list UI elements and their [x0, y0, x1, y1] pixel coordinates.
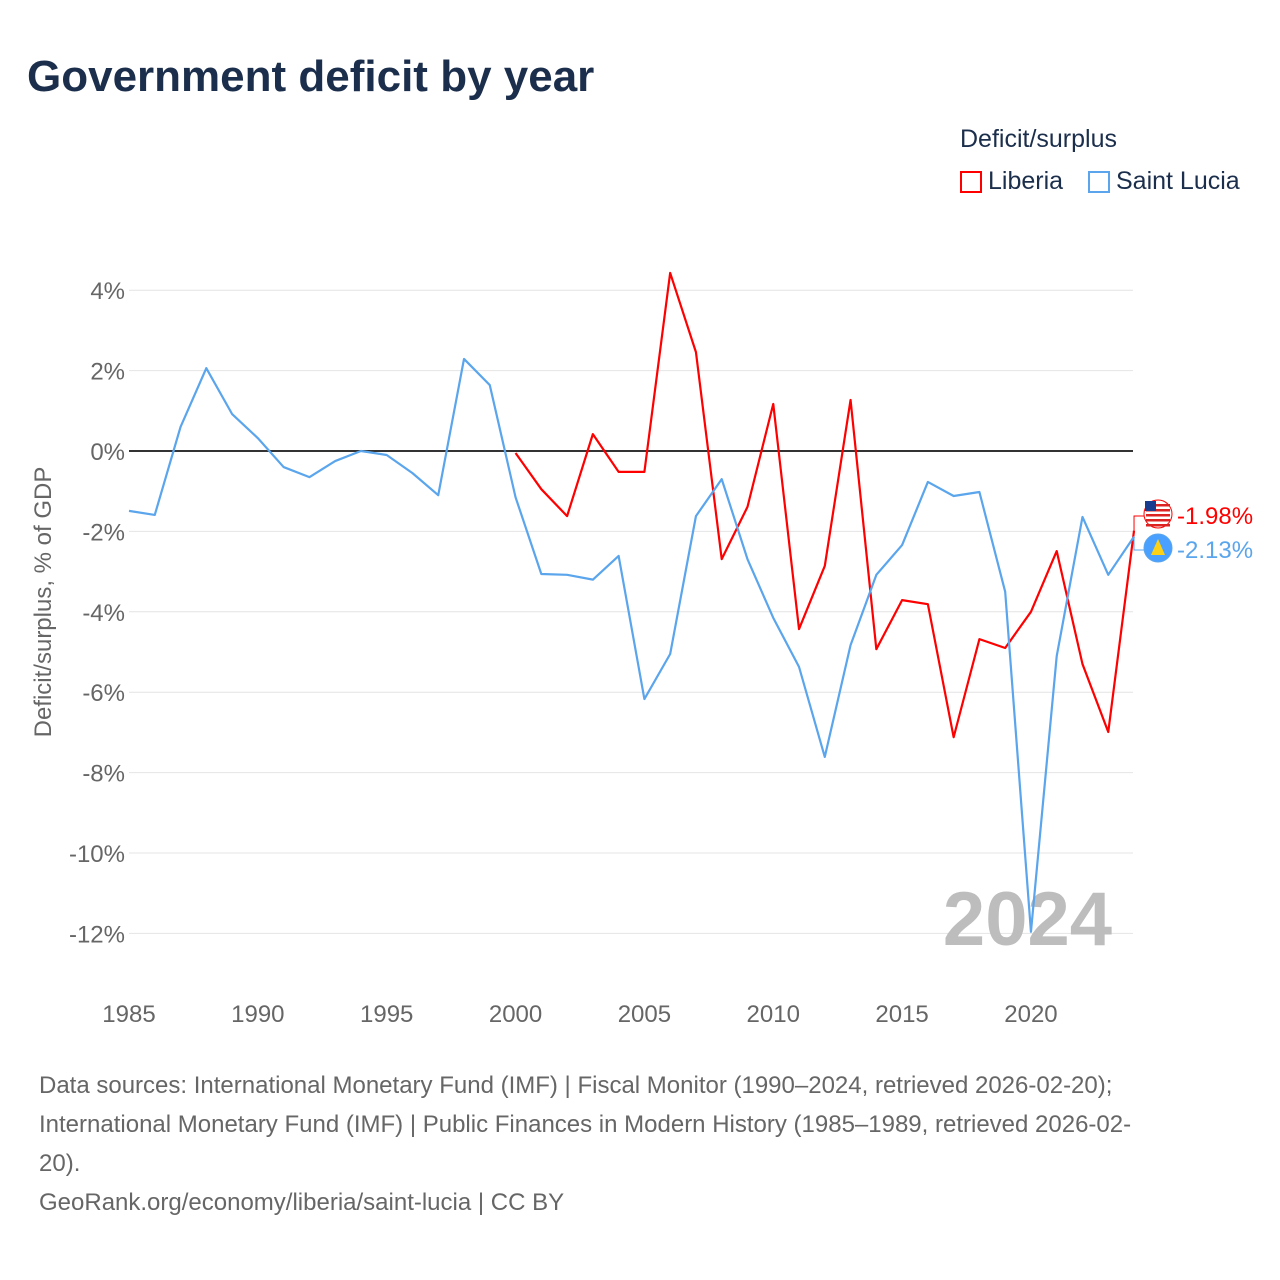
y-tick-label: -4% — [82, 600, 125, 627]
x-tick-label: 1985 — [102, 1001, 155, 1028]
legend-label: Liberia — [988, 167, 1064, 195]
legend-title: Deficit/surplus — [960, 125, 1117, 153]
x-tick-label: 1995 — [360, 1001, 413, 1028]
flag-triangle — [1151, 539, 1165, 555]
x-tick-label: 2005 — [618, 1001, 671, 1028]
x-tick-label: 2015 — [875, 1001, 928, 1028]
end-label-connector — [1133, 536, 1144, 551]
x-tick-label: 2010 — [747, 1001, 800, 1028]
series-line-liberia — [514, 271, 1136, 739]
end-value-label: -1.98% — [1177, 503, 1253, 530]
x-tick-label: 2000 — [489, 1001, 542, 1028]
flag-stripe — [1146, 524, 1170, 527]
source-line: Data sources: International Monetary Fun… — [39, 1072, 1113, 1099]
flag-stripe — [1146, 509, 1170, 512]
x-tick-label: 2020 — [1004, 1001, 1057, 1028]
flag-stripe — [1146, 514, 1170, 517]
footer-sources: Data sources: International Monetary Fun… — [39, 1066, 1239, 1222]
flag-stripe — [1146, 519, 1170, 522]
y-tick-label: 0% — [90, 439, 125, 466]
y-tick-label: 2% — [90, 359, 125, 386]
y-axis-label: Deficit/surplus, % of GDP — [30, 467, 57, 738]
legend-label: Saint Lucia — [1116, 167, 1240, 195]
legend-item-saint-lucia[interactable]: Saint Lucia — [1088, 167, 1240, 196]
y-tick-label: -8% — [82, 761, 125, 788]
legend-swatch — [960, 170, 982, 193]
y-tick-label: -2% — [82, 519, 125, 546]
y-tick-label: -6% — [82, 680, 125, 707]
source-line: 20). — [39, 1150, 81, 1177]
source-line: International Monetary Fund (IMF) | Publ… — [39, 1111, 1132, 1138]
y-tick-label: -10% — [69, 841, 125, 868]
source-link[interactable]: GeoRank.org/economy/liberia/saint-lucia … — [39, 1189, 565, 1216]
flag-canton — [1145, 501, 1156, 511]
y-tick-label: 4% — [90, 278, 125, 305]
y-tick-label: -12% — [69, 921, 125, 948]
end-label-connector — [1133, 515, 1144, 531]
series-line-saint-lucia — [128, 357, 1135, 933]
legend-swatch — [1088, 170, 1110, 193]
x-tick-label: 1990 — [231, 1001, 284, 1028]
flag-stripe — [1146, 504, 1170, 507]
page-title: Government deficit by year — [27, 52, 595, 101]
legend-item-liberia[interactable]: Liberia — [960, 167, 1063, 196]
end-value-label: -2.13% — [1177, 537, 1253, 564]
